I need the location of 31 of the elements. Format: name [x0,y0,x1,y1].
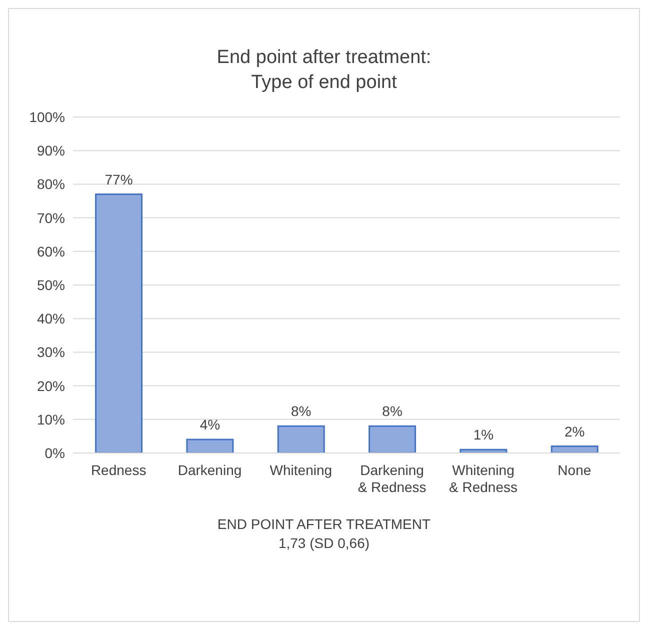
y-tick-label: 90% [36,142,65,159]
data-label: 1% [473,426,494,443]
x-tick-label: Whitening [270,462,332,478]
y-tick-label: 30% [36,344,65,360]
y-tick-label: 10% [36,411,65,428]
x-tick-label: Darkening [178,462,242,478]
data-label: 2% [564,423,585,440]
y-tick-label: 60% [36,243,65,260]
bar [186,438,234,453]
data-label: 77% [104,171,133,188]
x-tick-label: Whitening & Redness [449,462,518,495]
bar [550,446,598,453]
x-tick-label: None [558,462,592,478]
bar [277,425,325,453]
bar [95,194,143,453]
text: 1,73 (SD 0,66) [277,534,371,553]
x-tick-label: Darkening & Redness [358,462,426,495]
y-tick-label: 100% [29,108,65,125]
y-tick-label: 20% [36,378,65,394]
data-label: 8% [291,403,312,420]
y-tick-label: 50% [36,276,65,293]
y-tick-label: 80% [36,176,65,192]
y-tick-label: 40% [36,310,65,327]
y-tick-label: 0% [44,444,65,461]
data-label: 4% [200,416,220,433]
chart-title: End point after treatment: Type of end point [216,46,432,95]
bar [368,425,416,453]
x-tick-label: Redness [90,462,146,478]
data-label: 8% [382,403,402,420]
y-tick-label: 70% [36,210,65,226]
x-axis-title: END POINT AFTER TREATMENT [216,515,432,534]
